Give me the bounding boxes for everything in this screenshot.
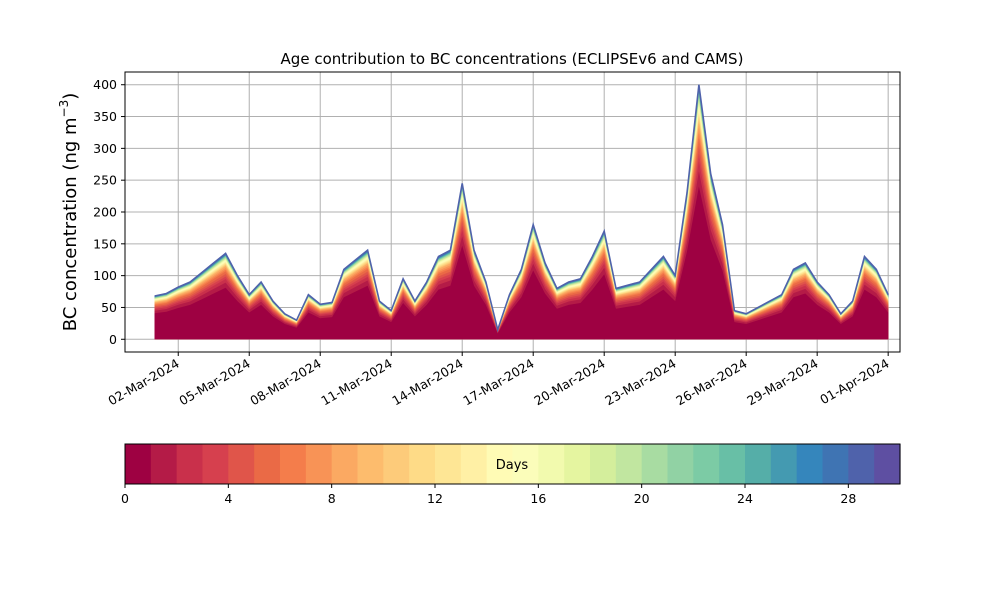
colorbar-swatch xyxy=(770,444,798,484)
colorbar-label: Days xyxy=(496,458,529,473)
colorbar-swatch xyxy=(460,444,488,484)
y-tick-label: 350 xyxy=(93,109,117,124)
y-tick-label: 100 xyxy=(93,268,117,283)
colorbar-swatch xyxy=(693,444,720,484)
x-tick-label: 29-Mar-2024 xyxy=(744,356,820,409)
x-tick-label: 23-Mar-2024 xyxy=(602,356,678,409)
colorbar-tick-label: 16 xyxy=(530,491,546,506)
y-tick-label: 0 xyxy=(109,332,117,347)
colorbar-swatch xyxy=(254,444,281,484)
y-tick-label: 400 xyxy=(93,77,117,92)
colorbar-swatch xyxy=(357,444,384,484)
colorbar-swatch xyxy=(874,444,901,484)
colorbar-swatch xyxy=(409,444,436,484)
colorbar-tick-label: 20 xyxy=(634,491,650,506)
x-tick-label: 02-Mar-2024 xyxy=(105,356,181,409)
x-tick-label: 14-Mar-2024 xyxy=(389,356,465,409)
colorbar-tick-label: 28 xyxy=(840,491,856,506)
colorbar-swatch xyxy=(822,444,849,484)
colorbar-swatch xyxy=(202,444,229,484)
colorbar-swatch xyxy=(305,444,333,484)
chart-title: Age contribution to BC concentrations (E… xyxy=(281,50,744,68)
colorbar-swatch xyxy=(615,444,643,484)
x-tick-label: 05-Mar-2024 xyxy=(176,356,252,409)
colorbar-swatch xyxy=(280,444,307,484)
colorbar-swatch xyxy=(641,444,669,484)
colorbar-tick-label: 24 xyxy=(737,491,753,506)
x-tick-label: 01-Apr-2024 xyxy=(817,356,891,408)
x-tick-label: 26-Mar-2024 xyxy=(673,356,749,409)
colorbar-swatch xyxy=(538,444,565,484)
stacked-areas xyxy=(154,84,889,340)
y-axis-label-superscript: −3 xyxy=(57,100,71,118)
x-tick-label: 17-Mar-2024 xyxy=(460,356,536,409)
x-tick-label: 20-Mar-2024 xyxy=(531,356,607,409)
colorbar-swatch xyxy=(512,444,539,484)
colorbar-swatch xyxy=(564,444,591,484)
colorbar-swatch xyxy=(331,444,359,484)
x-tick-label: 08-Mar-2024 xyxy=(247,356,323,409)
y-tick-label: 150 xyxy=(93,236,117,251)
colorbar-swatch xyxy=(228,444,255,484)
colorbar-swatch xyxy=(176,444,204,484)
colorbar-swatch xyxy=(745,444,772,484)
colorbar-swatch xyxy=(486,444,514,484)
colorbar-tick-label: 0 xyxy=(121,491,129,506)
colorbar-swatch xyxy=(150,444,178,484)
y-tick-label: 300 xyxy=(93,141,117,156)
total-series-line xyxy=(154,84,889,333)
colorbar-tick-label: 8 xyxy=(328,491,336,506)
colorbar-swatch xyxy=(848,444,875,484)
y-axis-label: BC concentration (ng m−3) xyxy=(57,93,81,332)
colorbar-swatch xyxy=(667,444,694,484)
age-layer-area xyxy=(154,186,889,340)
y-ticks: 0 50 100 150 200 250 300 350 400 xyxy=(93,77,125,347)
colorbar-swatch xyxy=(383,444,410,484)
colorbar xyxy=(125,444,901,484)
y-tick-label: 200 xyxy=(93,205,117,220)
y-tick-label: 50 xyxy=(101,300,117,315)
y-axis-label-close: ) xyxy=(60,93,81,100)
colorbar-swatch xyxy=(590,444,617,484)
x-tick-label: 11-Mar-2024 xyxy=(318,356,394,409)
colorbar-frame xyxy=(124,443,901,485)
colorbar-tick-label: 12 xyxy=(427,491,443,506)
y-tick-label: 250 xyxy=(93,173,117,188)
colorbar-swatch xyxy=(719,444,746,484)
y-axis-label-main: BC concentration (ng m xyxy=(60,117,81,331)
colorbar-ticks: 0 4 8 12 16 20 24 28 xyxy=(121,484,856,506)
total-line xyxy=(154,84,889,333)
x-ticks: 02-Mar-202405-Mar-202408-Mar-202411-Mar-… xyxy=(105,352,892,409)
colorbar-tick-label: 4 xyxy=(224,491,232,506)
colorbar-swatch xyxy=(125,444,152,484)
colorbar-swatch xyxy=(435,444,462,484)
colorbar-swatch xyxy=(796,444,824,484)
